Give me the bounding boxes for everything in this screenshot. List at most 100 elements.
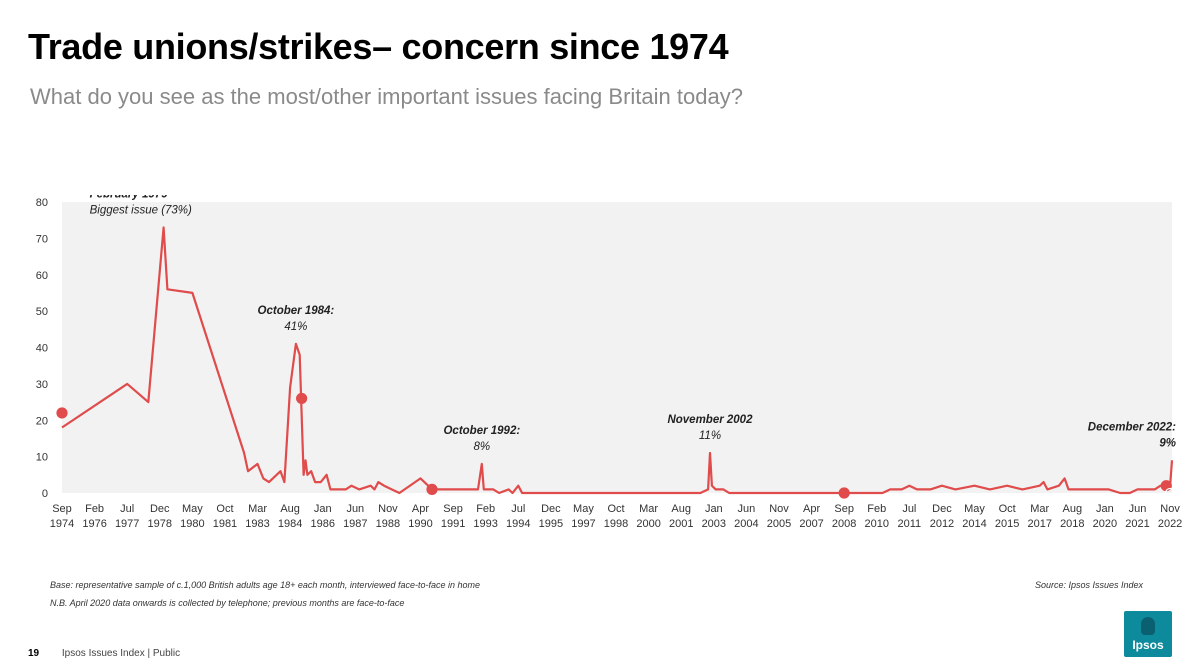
x-tick-label: May [182,503,203,515]
x-tick-label: Feb [867,503,886,515]
annotation-value: Biggest issue (73%) [90,204,192,216]
x-tick-label: Apr [803,503,820,515]
x-tick-year-label: 2001 [669,518,693,530]
x-tick-year-label: 2007 [799,518,823,530]
data-point-marker [296,392,308,405]
slide-title: Trade unions/strikes– concern since 1974 [28,26,729,67]
x-tick-label: Aug [671,503,691,515]
data-point-marker [56,407,68,419]
x-tick-label: Jul [511,503,525,515]
data-point-marker [1164,487,1176,499]
x-tick-year-label: 1997 [571,518,595,530]
base-note: Base: representative sample of c.1,000 B… [50,580,480,590]
annotation-value: 41% [284,321,307,333]
y-tick-label: 60 [36,270,48,282]
x-tick-year-label: 1993 [473,518,497,530]
x-tick-year-label: 1988 [376,518,400,530]
x-tick-year-label: 1977 [115,518,139,530]
x-tick-year-label: 1976 [82,518,106,530]
annotation-title: October 1984: [258,305,335,317]
method-note: N.B. April 2020 data onwards is collecte… [50,598,405,608]
x-tick-label: Oct [216,503,233,515]
annotation-value: 11% [699,430,721,442]
y-tick-label: 20 [36,415,48,427]
x-tick-label: Nov [1160,503,1180,515]
x-tick-label: Mar [639,503,658,515]
x-tick-label: Feb [85,503,104,515]
x-tick-year-label: 2015 [995,518,1019,530]
x-tick-label: Mar [1030,503,1049,515]
x-tick-label: Nov [378,503,398,515]
x-tick-year-label: 2005 [767,518,791,530]
x-tick-label: Mar [248,503,267,515]
x-tick-year-label: 1991 [441,518,465,530]
y-tick-label: 10 [36,452,48,464]
y-tick-label: 70 [36,233,48,245]
x-tick-label: Dec [150,503,170,515]
x-tick-label: Jun [1129,503,1147,515]
y-tick-label: 80 [36,197,48,209]
y-tick-label: 0 [42,488,48,500]
x-tick-year-label: 1974 [50,518,74,530]
footer-text: Ipsos Issues Index | Public [61,648,181,659]
slide-subtitle: What do you see as the most/other import… [30,84,743,109]
annotation-value: 8% [474,441,491,453]
source-note: Source: Ipsos Issues Index [1034,580,1143,590]
page-number: 19 [28,648,40,659]
x-tick-year-label: 2011 [898,518,922,530]
x-tick-label: Aug [280,503,300,515]
x-tick-year-label: 2000 [636,518,660,530]
x-tick-label: Feb [476,503,495,515]
x-tick-label: Oct [999,503,1016,515]
series-line [61,226,1174,495]
y-tick-label: 50 [36,306,48,318]
data-point-marker [426,483,438,495]
x-tick-label: Dec [541,503,561,515]
x-tick-label: May [964,503,985,515]
y-tick-label: 40 [36,343,48,355]
x-tick-year-label: 2008 [832,518,856,530]
annotation-title: November 2002 [667,414,753,426]
x-tick-year-label: 2022 [1158,518,1182,530]
x-tick-year-label: 1990 [408,518,432,530]
x-tick-year-label: 1983 [245,518,269,530]
logo-head-icon [1141,617,1155,635]
x-tick-label: Jun [346,503,364,515]
x-tick-label: Apr [412,503,429,515]
x-tick-year-label: 2020 [1093,518,1117,530]
x-tick-label: Oct [607,503,624,515]
x-tick-year-label: 2012 [930,518,954,530]
x-tick-label: Jan [1096,503,1114,515]
annotation-value: 9% [1159,437,1176,449]
trend-line-chart: 0 10 20 30 40 50 60 70 80 Sep 1974 Feb 1976 Jul 1977 De… [36,195,1183,530]
x-tick-year-label: 2014 [962,518,986,530]
x-tick-label: Jan [314,503,332,515]
x-tick-year-label: 1981 [213,518,237,530]
x-tick-label: Sep [443,503,463,515]
slide-footer: 19 Ipsos Issues Index | Public [28,648,180,659]
x-tick-year-label: 2017 [1027,518,1051,530]
x-tick-label: Jul [902,503,916,515]
y-tick-label: 30 [36,379,48,391]
ipsos-logo: Ipsos [1124,611,1172,657]
x-tick-year-label: 1984 [278,518,302,530]
plot-area [62,202,1172,493]
x-tick-label: Dec [932,503,952,515]
x-tick-year-label: 2021 [1125,518,1149,530]
x-tick-label: Jul [120,503,134,515]
logo-text: Ipsos [1132,638,1164,652]
x-tick-year-label: 2004 [734,518,758,530]
x-tick-year-label: 1998 [604,518,628,530]
x-tick-year-label: 2010 [865,518,889,530]
x-tick-label: Jun [738,503,756,515]
x-tick-year-label: 1980 [180,518,204,530]
x-tick-year-label: 1987 [343,518,367,530]
annotation-title: December 2022: [1088,421,1176,433]
x-tick-label: Nov [769,503,789,515]
x-tick-label: Sep [834,503,854,515]
data-point-marker [1160,480,1172,492]
annotation-title: October 1992: [443,425,520,437]
x-tick-label: Aug [1063,503,1083,515]
x-tick-label: May [573,503,594,515]
x-tick-year-label: 1994 [506,518,530,530]
